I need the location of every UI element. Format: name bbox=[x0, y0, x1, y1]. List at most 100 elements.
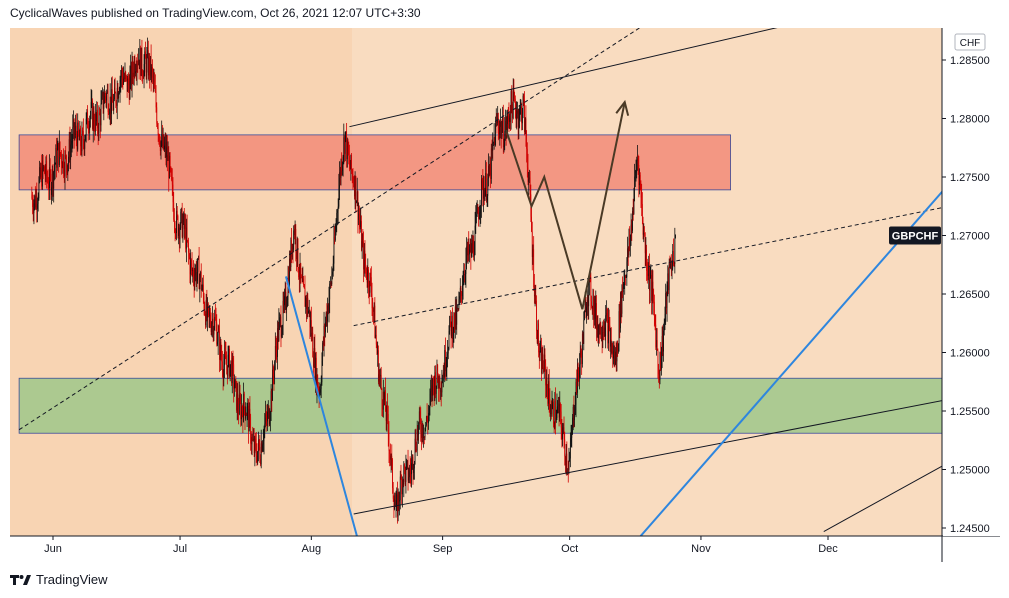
forecast-arrowhead bbox=[615, 99, 630, 116]
candle-body bbox=[478, 213, 480, 220]
candle-body bbox=[66, 165, 68, 173]
candle-body bbox=[423, 436, 425, 438]
candle-body bbox=[183, 213, 185, 229]
candle-body bbox=[366, 277, 368, 283]
candle-body bbox=[494, 137, 496, 146]
candle-body bbox=[536, 300, 537, 331]
candle-body bbox=[158, 134, 160, 136]
candle-body bbox=[143, 64, 145, 79]
candle-body bbox=[82, 130, 84, 142]
candle-body bbox=[361, 241, 363, 251]
candle-body bbox=[517, 110, 519, 128]
candle-body bbox=[207, 303, 208, 318]
candle-body bbox=[646, 249, 648, 271]
candle-body bbox=[269, 413, 271, 421]
candle-body bbox=[286, 306, 288, 310]
candle-body bbox=[126, 75, 127, 77]
candle-body bbox=[302, 278, 304, 283]
y-tick-label: 1.24500 bbox=[950, 523, 990, 535]
candle-body bbox=[392, 459, 393, 489]
candle-body bbox=[481, 178, 483, 181]
candle-body bbox=[246, 406, 248, 416]
candle-body bbox=[154, 80, 156, 89]
candle-body bbox=[226, 364, 228, 366]
candle-body bbox=[485, 173, 487, 190]
footer[interactable]: TradingView bbox=[10, 572, 108, 587]
candle-body bbox=[61, 154, 62, 164]
candle-body bbox=[497, 118, 499, 123]
candle-body bbox=[659, 352, 661, 381]
candle-body bbox=[439, 376, 441, 392]
candle-body bbox=[75, 125, 77, 137]
candle-body bbox=[395, 499, 397, 507]
candle-body bbox=[421, 431, 422, 438]
candle-body bbox=[653, 301, 655, 316]
candle-body bbox=[658, 366, 660, 375]
candle-body bbox=[466, 246, 468, 259]
candle-body bbox=[308, 309, 310, 312]
candle-body bbox=[363, 241, 364, 270]
candle-body bbox=[391, 455, 393, 460]
candle-body bbox=[215, 319, 217, 323]
candle-body bbox=[86, 110, 88, 119]
candle-body bbox=[181, 208, 183, 237]
candle-body bbox=[620, 292, 621, 329]
candle-body bbox=[52, 169, 54, 189]
candle-body bbox=[208, 307, 210, 316]
candle-body bbox=[579, 351, 581, 365]
candle-body bbox=[373, 305, 375, 312]
candle-body bbox=[236, 393, 238, 411]
candle-body bbox=[486, 195, 488, 200]
candle-body bbox=[49, 167, 51, 174]
candle-body bbox=[541, 353, 543, 374]
candle-body bbox=[62, 155, 64, 169]
candle-body bbox=[475, 216, 477, 226]
candle-body bbox=[87, 110, 88, 129]
candle-body bbox=[640, 183, 642, 198]
candle-body bbox=[183, 213, 184, 223]
candle-body bbox=[196, 272, 198, 282]
candle-body bbox=[574, 404, 576, 414]
candle-body bbox=[292, 243, 294, 250]
candle-body bbox=[441, 383, 443, 393]
candle-body bbox=[159, 135, 160, 145]
candle-body bbox=[326, 312, 328, 322]
symbol-tag[interactable] bbox=[889, 226, 941, 245]
candle-body bbox=[339, 172, 341, 178]
candle-body bbox=[407, 460, 409, 481]
candle-body bbox=[299, 263, 301, 280]
candle-body bbox=[426, 416, 428, 421]
candle-body bbox=[141, 47, 143, 73]
candle-body bbox=[415, 438, 417, 450]
candle-body bbox=[519, 107, 521, 109]
candle-body bbox=[488, 165, 490, 175]
candle-body bbox=[204, 310, 206, 315]
candle-body bbox=[510, 91, 512, 122]
candle-body bbox=[200, 272, 201, 278]
candle-body bbox=[551, 404, 553, 415]
candle-body bbox=[238, 409, 240, 414]
candle-body bbox=[107, 90, 109, 113]
candle-body bbox=[526, 148, 528, 168]
candle-body bbox=[423, 436, 424, 438]
candle-body bbox=[533, 286, 535, 297]
candle-body bbox=[108, 112, 110, 114]
candle-body bbox=[179, 227, 181, 240]
candle-body bbox=[421, 423, 423, 438]
candle-body bbox=[301, 277, 303, 283]
candle-body bbox=[643, 233, 645, 235]
candle-body bbox=[150, 56, 152, 78]
candle-body bbox=[133, 72, 134, 77]
candle-body bbox=[528, 179, 530, 182]
candle-body bbox=[45, 160, 47, 176]
candle-body bbox=[513, 89, 515, 98]
candle-body bbox=[541, 347, 542, 374]
candle-body bbox=[98, 112, 100, 134]
candle-body bbox=[428, 407, 430, 413]
candle-body bbox=[671, 268, 673, 270]
candle-body bbox=[550, 413, 552, 414]
candle-body bbox=[503, 145, 505, 147]
y-tick-label: 1.25000 bbox=[950, 465, 990, 477]
candle-body bbox=[39, 167, 40, 181]
